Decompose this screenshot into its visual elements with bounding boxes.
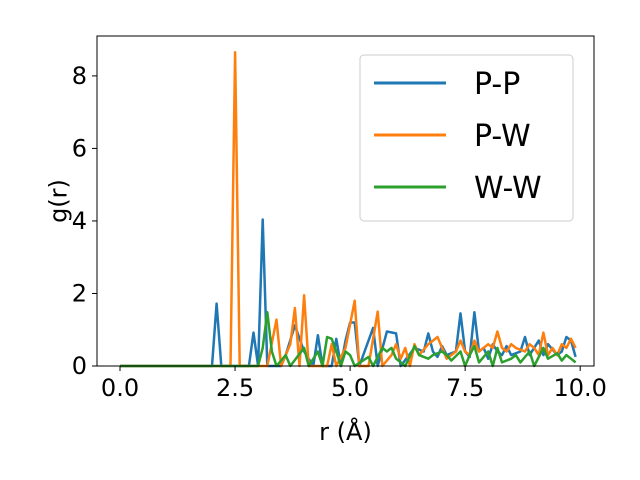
legend-label-w-w: W-W <box>474 171 542 206</box>
y-tick-label: 2 <box>72 279 87 307</box>
axes-frame <box>96 35 595 367</box>
y-axis-label: g(r) <box>44 179 72 223</box>
legend: P-P P-W W-W <box>359 54 574 222</box>
x-tick-label: 2.5 <box>216 374 254 402</box>
series-layer <box>120 51 577 368</box>
x-tick-label: 0.0 <box>101 374 139 402</box>
x-tick-label: 10.0 <box>553 374 606 402</box>
x-tick-label: 5.0 <box>331 374 369 402</box>
legend-label-p-p: P-P <box>474 67 520 102</box>
y-tick-label: 0 <box>72 352 87 380</box>
y-tick-label: 8 <box>72 62 87 90</box>
y-tick-label: 4 <box>72 207 87 235</box>
y-axis: 0 2 4 6 8 <box>72 62 97 380</box>
series-line-w-w <box>120 311 577 368</box>
legend-label-p-w: P-W <box>474 119 531 154</box>
x-axis-label: r (Å) <box>319 417 372 446</box>
x-axis: 0.0 2.5 5.0 7.5 10.0 <box>101 366 607 402</box>
x-tick-label: 7.5 <box>446 374 484 402</box>
series-line-p-w <box>120 51 577 368</box>
y-tick-label: 6 <box>72 134 87 162</box>
series-line-p-p <box>120 218 577 368</box>
legend-box <box>359 54 574 222</box>
